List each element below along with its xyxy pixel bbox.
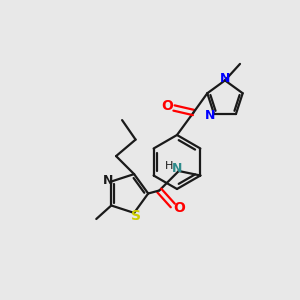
Text: N: N [103, 173, 113, 187]
Text: O: O [161, 100, 173, 113]
Text: N: N [205, 109, 216, 122]
Text: S: S [131, 209, 141, 223]
Text: O: O [173, 202, 185, 215]
Text: N: N [172, 162, 182, 175]
Text: H: H [165, 160, 173, 171]
Text: N: N [220, 72, 230, 86]
